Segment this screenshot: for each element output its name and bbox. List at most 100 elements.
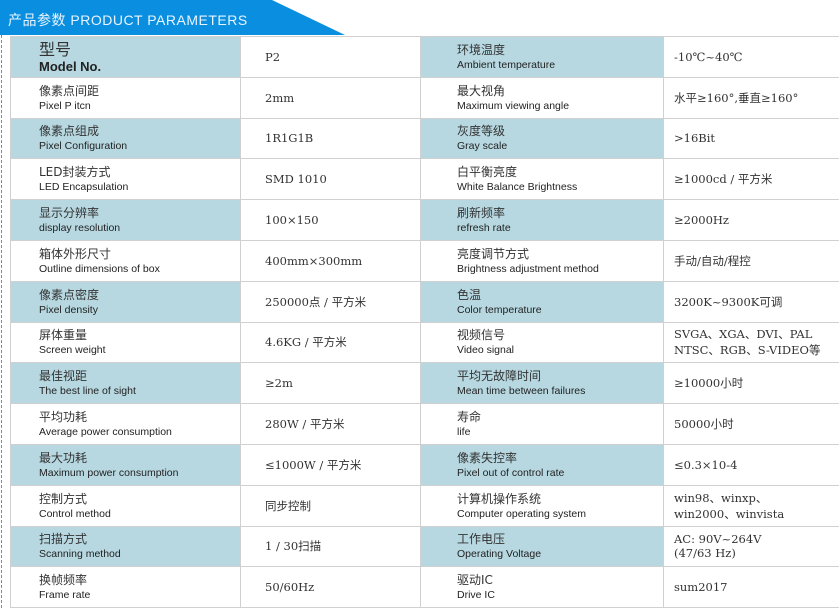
param-name-en: Screen weight xyxy=(39,344,106,357)
param-label: 像素点密度 Pixel density xyxy=(10,280,241,323)
param-label: 计算机操作系统 Computer operating system xyxy=(420,484,664,527)
param-value: P2 xyxy=(240,36,421,78)
param-value-line: 50000小时 xyxy=(674,417,734,432)
param-value-line: ≥2000Hz xyxy=(674,213,729,228)
param-name-cn: 型号 xyxy=(39,39,72,59)
param-name-cn: 灰度等级 xyxy=(457,124,506,139)
param-label: 控制方式 Control method xyxy=(10,484,241,527)
param-name-en: Maximum power consumption xyxy=(39,466,179,479)
param-value: 4.6KG / 平方米 xyxy=(240,321,421,364)
param-name-cn: 视频信号 xyxy=(457,328,506,343)
param-value: ≤0.3×10-4 xyxy=(663,443,839,486)
table-row: 最佳视距 The best line of sight ≥2m 平均无故障时间 Mean… xyxy=(10,362,839,405)
param-value-line: >16Bit xyxy=(674,131,716,146)
param-label: 显示分辨率 display resolution xyxy=(10,199,241,241)
param-label: 换帧频率 Frame rate xyxy=(10,566,241,608)
param-name-cn: 寿命 xyxy=(457,410,482,425)
param-name-cn: 平均功耗 xyxy=(39,410,88,425)
param-label: 像素失控率 Pixel out of control rate xyxy=(420,443,664,486)
param-name-cn: LED封装方式 xyxy=(39,165,111,180)
param-label: 工作电压 Operating Voltage xyxy=(420,525,664,568)
param-name-cn: 显示分辨率 xyxy=(39,206,100,221)
param-name-en: Computer operating system xyxy=(457,507,586,520)
param-name-en: Scanning method xyxy=(39,548,121,561)
param-name-en: Mean time between failures xyxy=(457,385,586,398)
param-value-line: NTSC、RGB、S-VIDEO等 xyxy=(674,343,821,358)
param-label: 刷新频率 refresh rate xyxy=(420,199,664,241)
param-value-line: 水平≥160°,垂直≥160° xyxy=(674,90,799,105)
param-name-en: Operating Voltage xyxy=(457,548,542,561)
param-value: 100×150 xyxy=(240,199,421,241)
table-row: 型号 Model No. P2 环境温度 Ambient temperature -10℃… xyxy=(10,36,839,78)
param-label: 箱体外形尺寸 Outline dimensions of box xyxy=(10,239,241,282)
param-label: 灰度等级 Gray scale xyxy=(420,117,664,160)
param-name-en: The best line of sight xyxy=(39,385,136,398)
param-value: 250000点 / 平方米 xyxy=(240,280,421,323)
param-value: 50000小时 xyxy=(663,403,839,445)
param-value: ≥10000小时 xyxy=(663,362,839,405)
param-name-cn: 像素点密度 xyxy=(39,287,100,302)
param-name-en: LED Encapsulation xyxy=(39,181,129,194)
table-row: 像素点间距 Pixel P itcn 2mm 最大视角 Maximum viewing … xyxy=(10,76,839,119)
param-label: 像素点间距 Pixel P itcn xyxy=(10,76,241,119)
param-label: 环境温度 Ambient temperature xyxy=(420,36,664,78)
param-value-line: ≥1000cd / 平方米 xyxy=(674,172,773,187)
param-name-cn: 刷新频率 xyxy=(457,206,506,221)
param-value: 2mm xyxy=(240,76,421,119)
table-row: 扫描方式 Scanning method 1 / 30扫描 工作电压 Operating… xyxy=(10,525,839,568)
param-label: LED封装方式 LED Encapsulation xyxy=(10,158,241,201)
param-name-en: Control method xyxy=(39,507,111,520)
table-row: 像素点密度 Pixel density 250000点 / 平方米 色温 Color t… xyxy=(10,280,839,323)
param-value: 1 / 30扫描 xyxy=(240,525,421,568)
param-value-line: ≥10000小时 xyxy=(674,376,744,391)
param-name-cn: 最佳视距 xyxy=(39,369,88,384)
table-row: LED封装方式 LED Encapsulation SMD 1010 白平衡亮度 Whi… xyxy=(10,158,839,201)
param-value: AC: 90V~264V (47/63 Hz) xyxy=(663,525,839,568)
param-name-en: Color temperature xyxy=(457,303,542,316)
param-label: 视频信号 Video signal xyxy=(420,321,664,364)
param-label: 屏体重量 Screen weight xyxy=(10,321,241,364)
param-value-line: (47/63 Hz) xyxy=(674,546,736,561)
param-value: ≥1000cd / 平方米 xyxy=(663,158,839,201)
param-label: 像素点组成 Pixel Configuration xyxy=(10,117,241,160)
param-name-en: Model No. xyxy=(39,58,102,74)
param-name-en: refresh rate xyxy=(457,222,511,235)
param-value-line: AC: 90V~264V xyxy=(674,532,762,547)
param-name-cn: 工作电压 xyxy=(457,532,506,547)
param-name-en: Pixel density xyxy=(39,303,98,316)
param-name-cn: 环境温度 xyxy=(457,42,506,57)
table-row: 像素点组成 Pixel Configuration 1R1G1B 灰度等级 Gray s… xyxy=(10,117,839,160)
param-label: 型号 Model No. xyxy=(10,36,241,78)
param-label: 扫描方式 Scanning method xyxy=(10,525,241,568)
param-label: 驱动IC Drive IC xyxy=(420,566,664,608)
param-value: win98、winxp、 win2000、winvista xyxy=(663,484,839,527)
param-name-en: Brightness adjustment method xyxy=(457,262,599,275)
param-name-en: Maximum viewing angle xyxy=(457,99,570,112)
param-name-cn: 屏体重量 xyxy=(39,328,88,343)
table-row: 屏体重量 Screen weight 4.6KG / 平方米 视频信号 Video si… xyxy=(10,321,839,364)
param-value: SVGA、XGA、DVI、PAL NTSC、RGB、S-VIDEO等 xyxy=(663,321,839,364)
param-label: 平均功耗 Average power consumption xyxy=(10,403,241,445)
param-value: 水平≥160°,垂直≥160° xyxy=(663,76,839,119)
param-name-en: display resolution xyxy=(39,222,121,235)
param-name-cn: 白平衡亮度 xyxy=(457,165,518,180)
param-value: >16Bit xyxy=(663,117,839,160)
param-name-en: Ambient temperature xyxy=(457,58,556,71)
param-label: 色温 Color temperature xyxy=(420,280,664,323)
param-value-line: 3200K~9300K可调 xyxy=(674,294,783,309)
section-title: 产品参数 PRODUCT PARAMETERS xyxy=(8,12,248,28)
param-name-cn: 计算机操作系统 xyxy=(457,491,542,506)
left-guide-line xyxy=(1,0,2,608)
param-value-line: ≤0.3×10-4 xyxy=(674,457,738,472)
param-name-cn: 最大功耗 xyxy=(39,450,88,465)
param-label: 寿命 life xyxy=(420,403,664,445)
table-row: 平均功耗 Average power consumption 280W / 平方米寿… xyxy=(10,403,839,445)
param-name-cn: 像素点组成 xyxy=(39,124,100,139)
param-label: 最佳视距 The best line of sight xyxy=(10,362,241,405)
param-value: ≤1000W / 平方米 xyxy=(240,443,421,486)
param-value: SMD 1010 xyxy=(240,158,421,201)
param-name-cn: 最大视角 xyxy=(457,83,506,98)
table-row: 显示分辨率 display resolution 100×150 刷新频率 refres… xyxy=(10,199,839,241)
param-name-en: Pixel out of control rate xyxy=(457,466,565,479)
param-name-cn: 亮度调节方式 xyxy=(457,246,530,261)
